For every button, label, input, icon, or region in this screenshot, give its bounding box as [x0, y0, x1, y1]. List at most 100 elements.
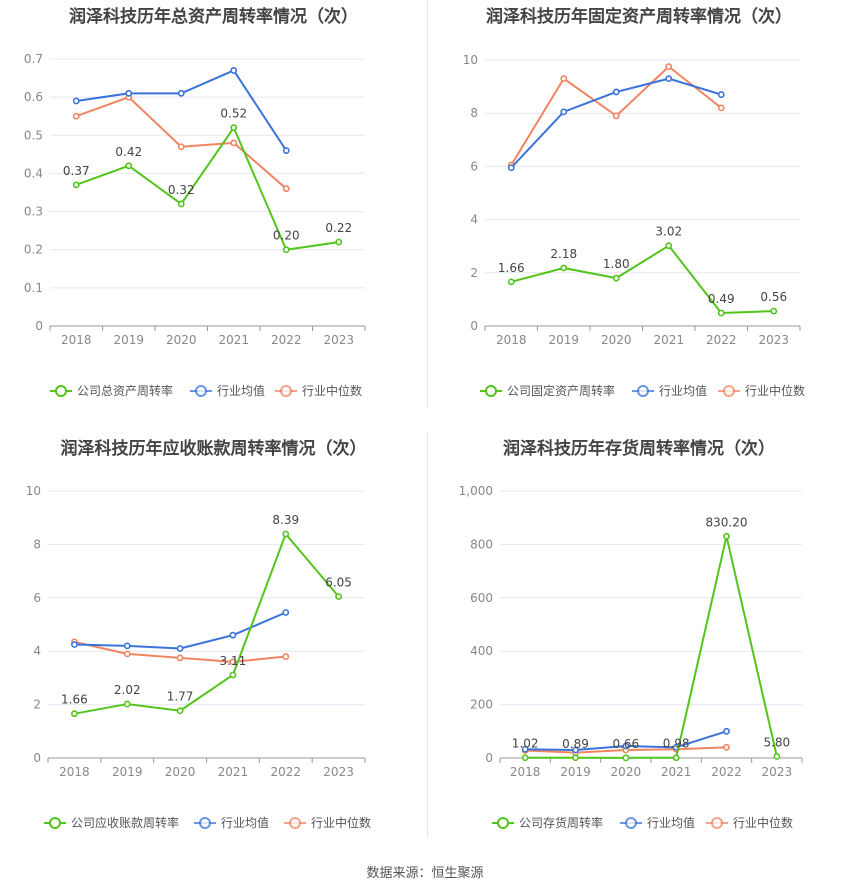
data-label: 1.66 — [498, 261, 525, 275]
y-tick-label: 0.2 — [24, 243, 43, 257]
legend-marker-icon — [497, 817, 509, 829]
y-tick-label: 10 — [463, 53, 478, 67]
data-point — [282, 609, 290, 616]
legend-item[interactable]: 行业均值 — [632, 383, 707, 398]
data-label: 3.11 — [220, 654, 247, 668]
legend-item[interactable]: 公司应收账款周转率 — [44, 815, 179, 830]
legend-label: 行业均值 — [659, 383, 707, 398]
data-label: 2.02 — [114, 683, 141, 697]
y-tick-label: 0 — [35, 319, 43, 333]
data-point — [665, 63, 673, 71]
legend-marker-icon — [711, 817, 723, 829]
x-tick-label: 2018 — [496, 333, 527, 347]
y-tick-label: 0 — [470, 319, 478, 333]
data-label: 0.32 — [168, 183, 195, 197]
data-point — [71, 641, 78, 648]
data-point — [572, 746, 579, 754]
data-label: 0.56 — [760, 290, 787, 304]
data-point — [123, 650, 131, 658]
data-point — [229, 671, 237, 679]
series-line — [74, 532, 340, 715]
data-point — [123, 642, 131, 650]
legend-item[interactable]: 行业中位数 — [718, 383, 805, 398]
data-point — [572, 754, 579, 762]
y-tick-label: 200 — [470, 698, 493, 712]
data-label: 1.66 — [61, 693, 88, 707]
chart-fixed-asset-turnover: 润泽科技历年固定资产周转率情况（次） 0 2 4 6 8 10 2018 2019 2020 20… — [428, 0, 850, 410]
y-tick-label: 8 — [33, 537, 41, 551]
chart-title: 润泽科技历年应收账款周转率情况（次） — [60, 439, 367, 459]
data-point — [282, 147, 290, 154]
data-label: 0.20 — [273, 229, 300, 243]
legend-marker-icon — [625, 817, 637, 829]
legend-item[interactable]: 行业中位数 — [284, 815, 371, 830]
legend-item[interactable]: 公司总资产周转率 — [50, 383, 173, 398]
data-point — [229, 631, 237, 639]
data-point — [72, 181, 80, 189]
data-label: 0.22 — [325, 221, 352, 235]
legend-marker-icon — [55, 385, 67, 397]
data-label: 6.05 — [325, 575, 352, 589]
legend-label: 公司存货周转率 — [519, 815, 603, 830]
legend-item[interactable]: 行业均值 — [190, 383, 265, 398]
y-tick-label: 0 — [485, 751, 493, 765]
y-tick-label: 4 — [33, 644, 41, 658]
legend-item[interactable]: 公司存货周转率 — [492, 815, 603, 830]
data-label: 8.39 — [272, 513, 299, 527]
legend-item[interactable]: 公司固定资产周转率 — [480, 383, 615, 398]
x-tick-label: 2023 — [323, 333, 354, 347]
data-point — [176, 654, 184, 662]
data-label: 830.20 — [706, 515, 748, 529]
legend-label: 公司应收账款周转率 — [71, 815, 179, 830]
y-tick-label: 0.7 — [24, 52, 43, 66]
panel-divider-vertical — [427, 0, 428, 408]
x-tick-label: 2018 — [59, 765, 90, 779]
legend-marker-icon — [199, 817, 211, 829]
chart-plot: 0 2 4 6 8 10 2018 2019 2020 2021 2022 2023 1.66 2.18 1… — [463, 53, 805, 398]
data-point — [560, 264, 568, 272]
legend-item[interactable]: 行业均值 — [194, 815, 269, 830]
x-tick-label: 2023 — [762, 765, 793, 779]
data-point — [507, 164, 515, 172]
data-point — [622, 754, 630, 762]
y-tick-label: 0.6 — [24, 90, 43, 104]
legend-label: 行业均值 — [221, 815, 269, 830]
y-tick-label: 0.1 — [24, 281, 43, 295]
legend-label: 行业均值 — [217, 383, 265, 398]
chart-title: 润泽科技历年固定资产周转率情况（次） — [486, 7, 792, 27]
y-tick-label: 8 — [470, 106, 478, 120]
data-point — [177, 89, 185, 97]
series-line — [525, 535, 778, 759]
y-tick-label: 6 — [33, 591, 41, 605]
data-label: 1.77 — [167, 690, 194, 704]
x-tick-label: 2020 — [611, 765, 642, 779]
chart-inventory-turnover: 润泽科技历年存货周转率情况（次） 0 200 400 600 800 1,000 2018 2… — [428, 432, 850, 842]
legend-item[interactable]: 行业中位数 — [275, 383, 362, 398]
data-point — [282, 246, 290, 254]
series-line — [75, 126, 339, 251]
data-point — [560, 75, 568, 83]
data-point — [723, 532, 730, 540]
data-point — [773, 753, 781, 760]
legend-item[interactable]: 行业中位数 — [706, 815, 793, 830]
data-point — [282, 653, 290, 660]
y-tick-label: 0.4 — [24, 166, 43, 180]
chart-receivables-turnover: 润泽科技历年应收账款周转率情况（次） 0 2 4 6 8 10 2018 2019 2020 20… — [0, 432, 427, 842]
data-point — [665, 242, 673, 250]
legend-marker-icon — [723, 385, 735, 397]
series-line — [510, 244, 774, 314]
data-label: 0.98 — [663, 737, 690, 751]
y-tick-label: 0.5 — [24, 128, 43, 142]
x-tick-label: 2021 — [218, 765, 249, 779]
x-tick-label: 2019 — [560, 765, 591, 779]
data-label: 0.37 — [63, 164, 90, 178]
data-point — [717, 309, 725, 317]
legend-item[interactable]: 行业均值 — [620, 815, 695, 830]
data-label: 3.02 — [655, 225, 682, 239]
data-point — [335, 238, 343, 246]
legend-marker-icon — [485, 385, 497, 397]
data-point — [176, 645, 184, 652]
legend-marker-icon — [195, 385, 207, 397]
data-point — [560, 108, 568, 116]
data-source-note: 数据来源：恒生聚源 — [366, 866, 484, 881]
